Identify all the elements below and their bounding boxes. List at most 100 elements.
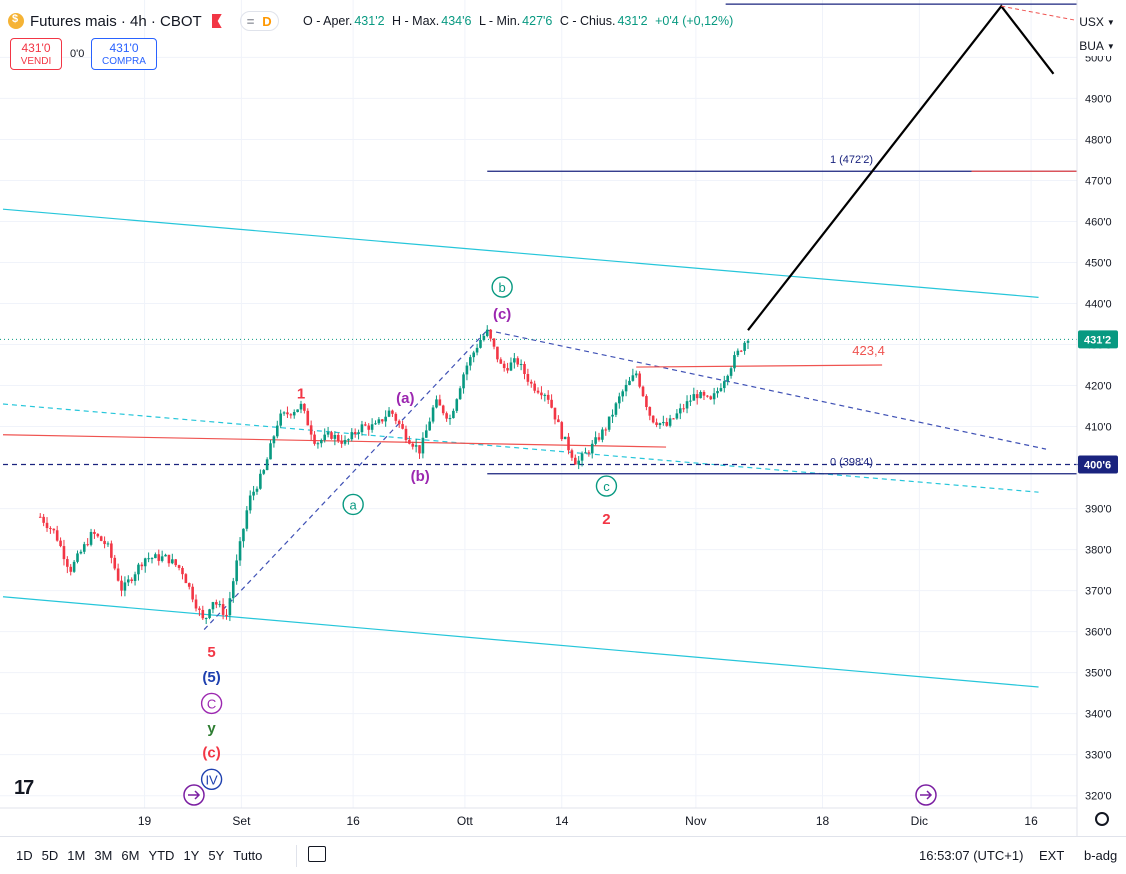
candle-body xyxy=(82,544,86,552)
candle-body xyxy=(736,350,740,356)
range-button[interactable]: 1Y xyxy=(183,848,200,863)
wave-label[interactable]: 5 xyxy=(207,644,215,661)
flag-icon[interactable] xyxy=(211,14,222,28)
range-button[interactable]: 5Y xyxy=(208,848,225,863)
candle-body xyxy=(255,488,259,492)
candle-body xyxy=(743,342,746,351)
price-label-box xyxy=(1078,330,1118,349)
close-value: 431'2 xyxy=(617,14,648,28)
sell-button[interactable]: 431'0 VENDI xyxy=(10,38,62,70)
wave-label[interactable]: b xyxy=(491,276,513,298)
candle-body xyxy=(685,401,689,409)
wave-label[interactable]: c xyxy=(595,475,618,497)
candle-body xyxy=(303,403,306,411)
candle-body xyxy=(110,543,113,558)
candle-body xyxy=(492,338,496,347)
wave-label-text: y xyxy=(207,720,216,737)
trend-line[interactable] xyxy=(636,364,883,368)
chevron-down-icon: ▼ xyxy=(1106,41,1115,51)
candle-body xyxy=(62,546,66,560)
candle-body xyxy=(367,425,371,430)
candle-body xyxy=(86,544,89,546)
candle-body xyxy=(465,365,469,375)
replay-icon[interactable] xyxy=(183,784,205,806)
adjustment-toggle[interactable]: b-adg xyxy=(1084,848,1118,863)
projection-target-line xyxy=(1001,5,1078,21)
candle-body xyxy=(641,386,645,397)
y-tick-label: 450'0 xyxy=(1085,257,1112,269)
wave-label[interactable]: (5) xyxy=(202,669,220,686)
candle-body xyxy=(557,419,560,423)
candle-body xyxy=(52,528,56,531)
candle-body xyxy=(313,434,316,444)
range-button[interactable]: 6M xyxy=(121,848,140,863)
candle-body xyxy=(702,391,706,396)
candle-body xyxy=(347,439,350,441)
wave-label[interactable]: (b) xyxy=(411,468,430,485)
wave-label[interactable]: (c) xyxy=(202,745,220,762)
range-button[interactable]: 5D xyxy=(41,848,59,863)
wave-label[interactable]: C xyxy=(200,692,223,715)
candle-body xyxy=(49,528,52,530)
channel-line[interactable] xyxy=(2,596,1039,688)
candle-body xyxy=(546,394,550,400)
indicator-pill[interactable]: = D xyxy=(239,11,279,31)
candle-body xyxy=(455,399,459,411)
tradingview-logo-icon[interactable]: 17 xyxy=(14,777,34,799)
wave-label[interactable]: (c) xyxy=(493,306,511,323)
price-label: 400'6 xyxy=(1084,459,1111,471)
candle-body xyxy=(479,340,482,348)
y-tick-label: 440'0 xyxy=(1085,299,1112,311)
candle-body xyxy=(726,375,729,382)
symbol-header[interactable]: Futures mais · 4h · CBOT = D xyxy=(8,8,279,34)
wave-label[interactable]: a xyxy=(342,493,364,516)
candle-body xyxy=(631,375,635,381)
candle-body xyxy=(624,384,628,392)
range-button[interactable]: Tutto xyxy=(233,848,263,863)
sell-price: 431'0 xyxy=(21,41,51,55)
wave-label[interactable]: (a) xyxy=(396,390,414,407)
range-button[interactable]: 3M xyxy=(94,848,113,863)
symbol-title[interactable]: Futures mais · 4h · CBOT xyxy=(30,12,202,30)
candle-body xyxy=(320,440,323,444)
candle-body xyxy=(587,452,591,454)
candle-body xyxy=(397,420,401,425)
price-chart[interactable]: 1 (472'2) 0 (398'4) 423,4 1 (a) (b) a b (c) c 2 5 (… xyxy=(0,0,1126,836)
candle-body xyxy=(411,443,415,447)
corn-symbol-icon xyxy=(8,13,24,29)
candle-body xyxy=(286,412,289,415)
candle-body xyxy=(482,335,486,341)
candle-body xyxy=(662,421,665,424)
wave-label[interactable]: 1 xyxy=(297,386,305,403)
candle-body xyxy=(563,436,567,440)
candle-body xyxy=(536,390,540,393)
range-button[interactable]: 1D xyxy=(16,848,33,863)
session-toggle[interactable]: EXT xyxy=(1039,848,1065,863)
channel-line[interactable] xyxy=(2,403,1039,493)
go-to-realtime-icon[interactable] xyxy=(915,784,937,806)
trend-line[interactable] xyxy=(203,329,488,630)
chart-settings-icon[interactable] xyxy=(1095,812,1109,826)
candle-body xyxy=(485,329,489,336)
wave-label[interactable]: IV xyxy=(200,768,223,790)
clock-readout[interactable]: 16:53:07 (UTC+1) xyxy=(919,848,1024,863)
candle-body xyxy=(424,430,428,438)
candle-body xyxy=(76,553,79,562)
candle-body xyxy=(580,453,584,461)
range-button[interactable]: YTD xyxy=(148,848,175,863)
candle-body xyxy=(570,450,574,458)
range-button[interactable]: 1M xyxy=(67,848,86,863)
candle-body xyxy=(147,558,150,560)
buy-button[interactable]: 431'0 COMPRA xyxy=(91,38,157,70)
unit-dropdown[interactable]: BUA ▼ xyxy=(1079,36,1115,56)
channel-line[interactable] xyxy=(2,208,1039,298)
candle-body xyxy=(154,554,157,559)
candle-body xyxy=(672,418,675,420)
candle-body xyxy=(45,522,49,529)
wave-label-text: c xyxy=(603,479,610,494)
wave-label[interactable]: y xyxy=(207,720,216,737)
currency-dropdown[interactable]: USX ▼ xyxy=(1079,12,1115,32)
calendar-icon[interactable] xyxy=(308,846,326,862)
wave-label[interactable]: 2 xyxy=(602,511,610,528)
candle-body xyxy=(668,418,672,426)
